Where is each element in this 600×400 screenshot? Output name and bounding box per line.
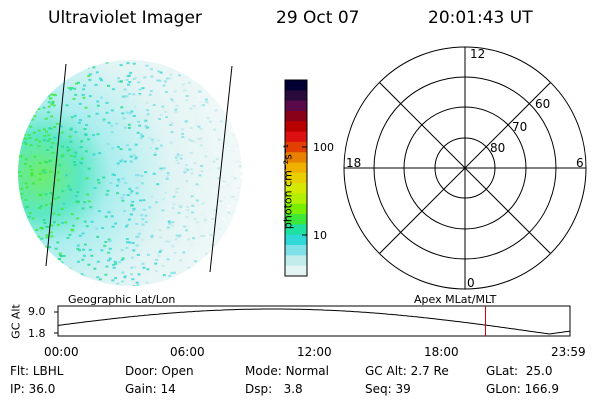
- altitude-timeline: [54, 305, 571, 337]
- lat-label-60: 60: [535, 97, 551, 111]
- instrument-title: Ultraviolet Imager: [48, 8, 202, 28]
- time-label: 20:01:43 UT: [428, 8, 533, 28]
- info-flt-label: Flt:: [10, 364, 29, 378]
- info-flt: Flt: LBHL: [10, 364, 63, 378]
- info-glon-value: 166.9: [524, 382, 559, 396]
- timeline-x-tick-1200: 12:00: [297, 345, 332, 359]
- info-dsp: Dsp: 3.8: [245, 382, 303, 396]
- timeline-right-caption: Apex MLat/MLT: [414, 293, 497, 306]
- timeline-y-axis-label: GC Alt: [9, 304, 23, 339]
- mlt-label-18: 18: [346, 156, 362, 170]
- mlt-label-0: 0: [467, 276, 475, 290]
- info-gain-label: Gain:: [125, 382, 157, 396]
- info-seq-label: Seq:: [365, 382, 392, 396]
- timeline-left-caption: Geographic Lat/Lon: [68, 293, 176, 306]
- info-ip-label: IP:: [10, 382, 25, 396]
- info-seq-value: 39: [395, 382, 411, 396]
- timeline-x-tick-0000: 00:00: [44, 345, 79, 359]
- info-gcalt-value: 2.7 Re: [410, 364, 449, 378]
- lat-label-70: 70: [512, 120, 528, 134]
- left-boundary-line: [45, 63, 67, 267]
- info-dsp-label: Dsp:: [245, 382, 273, 396]
- timeline-y-tick-max: 9.0: [28, 305, 46, 318]
- info-ip: IP: 36.0: [10, 382, 55, 396]
- info-dsp-value: 3.8: [283, 382, 303, 396]
- timeline-x-tick-2359: 23:59: [551, 345, 586, 359]
- info-door: Door: Open: [125, 364, 194, 378]
- uv-earth-image: [18, 60, 242, 286]
- info-glon-label: GLon:: [486, 382, 521, 396]
- info-door-value: Open: [161, 364, 194, 378]
- info-seq: Seq: 39: [365, 382, 411, 396]
- colorbar-unit-label: photon cm⁻²s⁻¹: [281, 143, 295, 230]
- info-gcalt: GC Alt: 2.7 Re: [365, 364, 449, 378]
- right-boundary-line: [209, 65, 233, 273]
- info-glat: GLat: 25.0: [486, 364, 552, 378]
- info-gcalt-label: GC Alt:: [365, 364, 407, 378]
- info-ip-value: 36.0: [28, 382, 56, 396]
- info-mode: Mode: Normal: [245, 364, 329, 378]
- info-flt-value: LBHL: [32, 364, 64, 378]
- info-mode-value: Normal: [285, 364, 329, 378]
- info-gain: Gain: 14: [125, 382, 176, 396]
- colorbar-tick-100: 100: [313, 141, 334, 154]
- polar-plot: [343, 46, 587, 290]
- info-glon: GLon: 166.9: [486, 382, 559, 396]
- colorbar: [284, 79, 308, 277]
- info-mode-label: Mode:: [245, 364, 282, 378]
- info-gain-value: 14: [160, 382, 176, 396]
- info-glat-label: GLat:: [486, 364, 519, 378]
- timeline-y-tick-min: 1.8: [28, 327, 46, 340]
- info-door-label: Door:: [125, 364, 158, 378]
- timeline-x-tick-0600: 06:00: [170, 345, 205, 359]
- mlt-label-12: 12: [470, 47, 486, 61]
- info-glat-value: 25.0: [525, 364, 553, 378]
- mlt-label-6: 6: [576, 156, 584, 170]
- colorbar-tick-10: 10: [313, 229, 327, 242]
- timeline-x-tick-1800: 18:00: [424, 345, 459, 359]
- date-label: 29 Oct 07: [276, 8, 360, 28]
- lat-label-80: 80: [490, 141, 506, 155]
